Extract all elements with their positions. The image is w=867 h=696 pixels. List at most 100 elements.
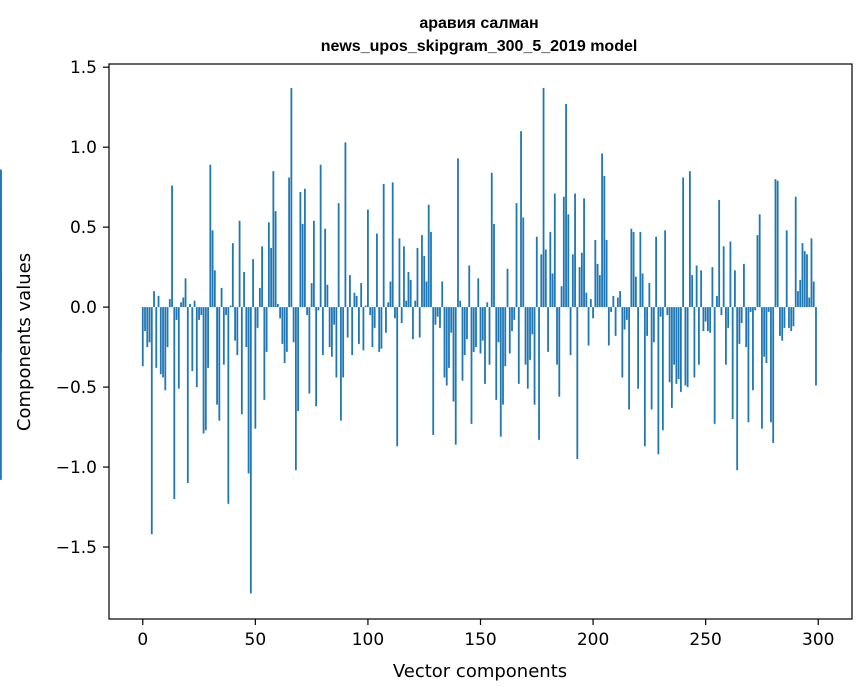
bar (502, 307, 504, 405)
bar (405, 300, 408, 308)
bar (385, 307, 387, 333)
chart-title-line-1: аравия салман (419, 15, 538, 32)
bar (306, 307, 309, 316)
bar (747, 307, 750, 423)
bar (583, 198, 585, 308)
bar (412, 307, 414, 340)
bar (274, 211, 277, 308)
bar (515, 203, 518, 308)
bar (443, 307, 446, 378)
bar (659, 307, 662, 317)
bar (310, 283, 313, 308)
x-tick-label: 150 (464, 630, 496, 650)
bar (362, 307, 365, 351)
bar (328, 307, 331, 348)
bar (637, 307, 640, 389)
bar (148, 307, 151, 343)
bar (670, 307, 673, 408)
bar (594, 239, 597, 308)
bar (752, 307, 754, 391)
bar (603, 175, 606, 308)
bar (569, 307, 572, 356)
bar (218, 307, 221, 421)
bar (432, 307, 435, 436)
bar (799, 279, 802, 308)
bar (189, 303, 191, 308)
bar (589, 299, 592, 308)
bar (540, 254, 543, 308)
bar (409, 279, 412, 308)
bar (488, 307, 491, 365)
bar (731, 307, 734, 420)
bar (700, 270, 703, 308)
bar (479, 307, 482, 354)
bar (578, 267, 581, 308)
bar (358, 307, 360, 344)
bar (344, 142, 347, 308)
bar (720, 307, 723, 316)
bar (207, 307, 209, 368)
bar (713, 307, 716, 424)
bar (315, 307, 318, 407)
bar (605, 239, 608, 308)
bar (200, 307, 203, 316)
bar (146, 307, 149, 348)
bar (168, 299, 171, 308)
bar (173, 307, 176, 500)
bar (353, 292, 356, 308)
bar (416, 247, 419, 308)
bar (396, 307, 399, 447)
bar (562, 196, 565, 308)
bar (495, 307, 498, 400)
bar (439, 307, 441, 328)
bar (585, 292, 588, 308)
bar (614, 307, 617, 336)
x-tick-label: 250 (689, 630, 721, 650)
x-tick-label: 200 (577, 630, 609, 650)
bar (650, 307, 653, 410)
bar (164, 307, 167, 391)
bar (387, 302, 390, 308)
bar (211, 230, 214, 308)
bar (346, 307, 349, 338)
bar (704, 307, 707, 322)
bar (529, 307, 531, 360)
bar (531, 307, 534, 335)
bar (621, 307, 624, 378)
bar (788, 307, 790, 328)
bar (231, 243, 234, 308)
bar (596, 263, 599, 308)
bar (342, 307, 345, 378)
bar (743, 263, 745, 308)
bar (279, 307, 282, 319)
bar (736, 307, 739, 471)
bar (229, 305, 232, 308)
bar (337, 203, 340, 308)
bar (729, 241, 732, 308)
bar (783, 307, 786, 328)
bar (0, 169, 2, 308)
bar (725, 307, 727, 365)
bar (288, 177, 291, 308)
bar (457, 158, 459, 308)
bar (351, 307, 354, 356)
bar (0, 307, 2, 354)
bar (580, 252, 583, 308)
bar (504, 307, 507, 367)
bar (508, 307, 511, 354)
bar (639, 231, 642, 308)
bar (560, 286, 563, 308)
bar (202, 307, 205, 434)
bar (576, 307, 579, 460)
y-axis-ticks: −1.5 −1.0 −0.5 0.0 0.5 1.0 1.5 (56, 58, 109, 558)
bar (254, 307, 257, 429)
bar (571, 254, 574, 308)
bar (326, 284, 329, 308)
bar (403, 246, 405, 308)
bar (709, 307, 712, 333)
x-tick-label: 50 (245, 630, 267, 650)
bar (331, 307, 333, 357)
bar (157, 295, 160, 308)
bar (648, 283, 651, 308)
bar (213, 270, 216, 308)
